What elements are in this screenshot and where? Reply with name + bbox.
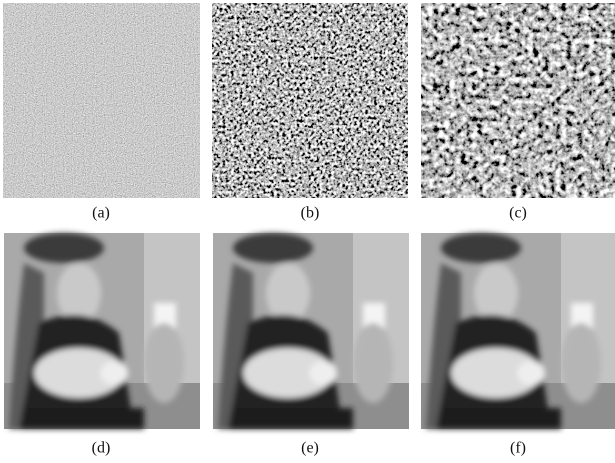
- noise-image-b: [212, 3, 408, 198]
- photo-d: [4, 233, 200, 429]
- panel-label: (c): [509, 205, 527, 222]
- panel-label: (b): [301, 205, 320, 222]
- page: (a) (b) (c) (d) (e) (f) (() => { const d…: [0, 0, 615, 463]
- photo-f: [421, 233, 615, 429]
- panel-label: (d): [92, 440, 111, 457]
- photo-e: [213, 233, 409, 429]
- figure: (a) (b) (c) (d) (e) (f): [0, 0, 615, 463]
- panel-label: (a): [92, 205, 110, 222]
- noise-image-c: [421, 3, 615, 198]
- panel-label: (e): [301, 440, 319, 457]
- panel-label: (f): [510, 440, 526, 457]
- noise-image-a: [3, 3, 200, 198]
